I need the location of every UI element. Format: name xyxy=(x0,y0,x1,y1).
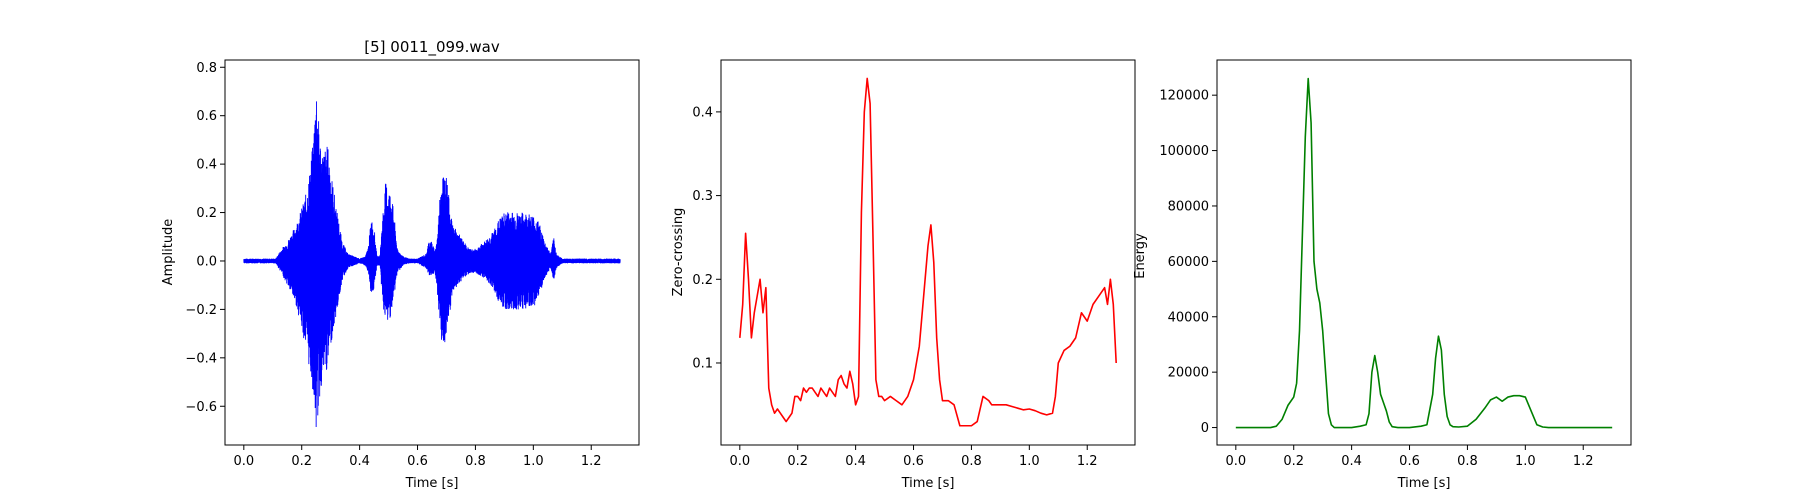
energy-ytick-label: 0 xyxy=(1201,421,1209,436)
waveform-ytick-label: −0.6 xyxy=(185,400,217,415)
energy-series-line xyxy=(1235,77,1613,429)
energy-panel: 0.0 0.2 0.4 0.6 0.8 1.0 1.2 0 20000 40000 60000 800… xyxy=(1133,59,1632,491)
zero-crossing-ytick-label: 0.4 xyxy=(692,105,713,120)
zero-crossing-panel: 0.0 0.2 0.4 0.6 0.8 1.0 1.2 0.1 0.2 0.3 0.4 Time [… xyxy=(671,59,1136,491)
waveform-ytick-label: 0.4 xyxy=(196,158,217,173)
waveform-title: [5] 0011_099.wav xyxy=(364,38,500,57)
waveform-plot-area xyxy=(243,101,621,427)
waveform-ylabel: Amplitude xyxy=(161,219,176,286)
waveform-xtick-label: 0.0 xyxy=(233,454,254,469)
waveform-xlabel: Time [s] xyxy=(405,476,459,491)
waveform-ytick-label: −0.4 xyxy=(185,351,217,366)
zero-crossing-ytick-label: 0.1 xyxy=(692,356,713,371)
energy-ticks: 0.0 0.2 0.4 0.6 0.8 1.0 1.2 0 20000 40000 60000 800… xyxy=(1159,89,1593,469)
zero-crossing-xtick-label: 0.0 xyxy=(729,454,750,469)
energy-xtick-label: 0.4 xyxy=(1341,454,1362,469)
energy-ylabel: Energy xyxy=(1133,233,1148,279)
zero-crossing-series-line xyxy=(739,77,1117,427)
energy-ytick-label: 120000 xyxy=(1159,89,1209,104)
energy-xtick-label: 0.8 xyxy=(1457,454,1478,469)
zero-crossing-plot-area xyxy=(739,77,1117,427)
energy-ytick-label: 40000 xyxy=(1168,310,1209,325)
waveform-ytick-label: 0.6 xyxy=(196,109,217,124)
zero-crossing-xtick-label: 1.0 xyxy=(1019,454,1040,469)
waveform-ytick-label: 0.0 xyxy=(196,254,217,269)
waveform-axes-frame xyxy=(224,59,640,446)
zero-crossing-xtick-label: 0.6 xyxy=(903,454,924,469)
energy-xtick-label: 1.2 xyxy=(1573,454,1594,469)
zero-crossing-xtick-label: 0.4 xyxy=(845,454,866,469)
waveform-xtick-label: 1.2 xyxy=(581,454,602,469)
zero-crossing-xlabel: Time [s] xyxy=(901,476,955,491)
waveform-xtick-label: 0.6 xyxy=(407,454,428,469)
zero-crossing-ytick-label: 0.3 xyxy=(692,189,713,204)
waveform-xtick-label: 0.8 xyxy=(465,454,486,469)
energy-xtick-label: 0.6 xyxy=(1399,454,1420,469)
energy-ytick-label: 20000 xyxy=(1168,366,1209,381)
energy-ytick-label: 100000 xyxy=(1159,144,1209,159)
waveform-xtick-label: 1.0 xyxy=(523,454,544,469)
zero-crossing-ylabel: Zero-crossing xyxy=(671,208,686,297)
zero-crossing-xtick-label: 0.2 xyxy=(787,454,808,469)
waveform-series-line xyxy=(243,101,621,427)
zero-crossing-ytick-label: 0.2 xyxy=(692,273,713,288)
waveform-panel: [5] 0011_099.wav 0.0 0.2 0.4 0.6 0.8 1.0 1.2 −0… xyxy=(161,38,640,491)
energy-plot-area xyxy=(1235,77,1613,429)
zero-crossing-axes-frame xyxy=(720,59,1136,446)
waveform-xtick-label: 0.2 xyxy=(291,454,312,469)
energy-xtick-label: 0.2 xyxy=(1283,454,1304,469)
energy-xtick-label: 1.0 xyxy=(1515,454,1536,469)
waveform-xtick-label: 0.4 xyxy=(349,454,370,469)
waveform-ytick-label: 0.2 xyxy=(196,206,217,221)
zero-crossing-xtick-label: 1.2 xyxy=(1077,454,1098,469)
zero-crossing-ticks: 0.0 0.2 0.4 0.6 0.8 1.0 1.2 0.1 0.2 0.3 0.4 xyxy=(692,105,1097,469)
energy-xtick-label: 0.0 xyxy=(1225,454,1246,469)
energy-axes-frame xyxy=(1216,59,1632,446)
energy-ytick-label: 60000 xyxy=(1168,255,1209,270)
energy-ytick-label: 80000 xyxy=(1168,199,1209,214)
waveform-ytick-label: 0.8 xyxy=(196,61,217,76)
energy-xlabel: Time [s] xyxy=(1397,476,1451,491)
waveform-ticks: 0.0 0.2 0.4 0.6 0.8 1.0 1.2 −0.6 −0.4 −0.2 0.0 0.2 0… xyxy=(185,61,601,469)
waveform-ytick-label: −0.2 xyxy=(185,303,217,318)
zero-crossing-xtick-label: 0.8 xyxy=(961,454,982,469)
